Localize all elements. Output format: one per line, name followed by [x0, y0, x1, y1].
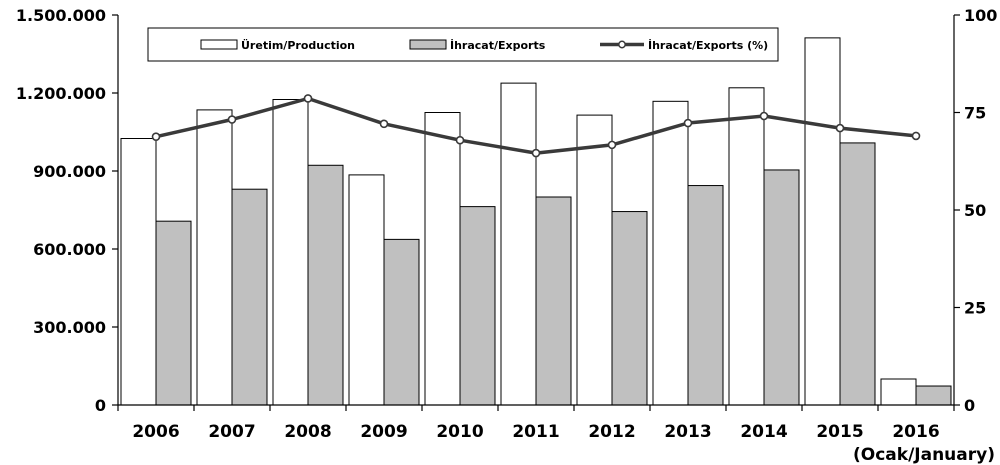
left-tick-label: 300.000 — [33, 318, 106, 337]
x-tick-label-2008: 2008 — [284, 422, 331, 442]
legend-label-exports: İhracat/Exports — [450, 38, 546, 52]
right-tick-label: 0 — [964, 396, 975, 415]
right-tick-label: 100 — [964, 6, 997, 25]
bar-exports-2011 — [535, 196, 572, 406]
bar-exports-2010 — [459, 206, 496, 406]
bar-exports-2006 — [155, 220, 192, 406]
left-tick-label: 1.500.000 — [16, 6, 106, 25]
bar-exports-2007 — [231, 188, 268, 406]
point-exports-percent-2015 — [835, 123, 845, 133]
bar-production-2014 — [728, 87, 765, 406]
left-tick-label: 900.000 — [33, 162, 106, 181]
bar-production-2010 — [424, 112, 461, 406]
bar-exports-2009 — [383, 238, 420, 406]
point-exports-percent-2010 — [455, 135, 465, 145]
right-tick-label: 50 — [964, 201, 986, 220]
bar-production-2013 — [652, 100, 689, 406]
bar-exports-2015 — [839, 142, 876, 406]
legend-swatch-exports — [409, 39, 447, 50]
point-exports-percent-2014 — [759, 111, 769, 121]
right-tick-label: 75 — [964, 104, 986, 123]
x-tick-label-2011: 2011 — [512, 422, 559, 442]
right-tick-label: 25 — [964, 299, 986, 318]
x-tick-label-2016: 2016 — [892, 422, 939, 442]
legend-label-production: Üretim/Production — [241, 38, 355, 52]
bar-exports-2012 — [611, 211, 648, 406]
point-exports-percent-2012 — [607, 140, 617, 150]
x-tick-label-2007: 2007 — [208, 422, 255, 442]
legend-marker-exports-percent — [618, 40, 626, 49]
bar-production-2015 — [804, 37, 841, 406]
x-tick-label-2014: 2014 — [740, 422, 787, 442]
legend-box — [147, 27, 779, 62]
bar-production-2006 — [120, 138, 157, 406]
x-category-note: (Ocak/January) — [853, 445, 995, 465]
left-tick-label: 600.000 — [33, 240, 106, 259]
bar-exports-2016 — [915, 385, 952, 406]
left-tick-label: 1.200.000 — [16, 84, 106, 103]
x-tick-label-2013: 2013 — [664, 422, 711, 442]
point-exports-percent-2007 — [227, 115, 237, 124]
bar-production-2012 — [576, 114, 613, 406]
point-exports-percent-2016 — [911, 131, 921, 141]
x-tick-label-2009: 2009 — [360, 422, 407, 442]
point-exports-percent-2013 — [683, 118, 693, 128]
point-exports-percent-2006 — [151, 132, 161, 141]
x-tick-label-2015: 2015 — [816, 422, 863, 442]
bar-production-2007 — [196, 109, 233, 406]
legend-label-exports-percent: İhracat/Exports (%) — [648, 38, 768, 52]
bar-production-2008 — [272, 99, 309, 406]
legend: Üretim/Production İhracat/Exports İhraca… — [147, 27, 779, 62]
bar-production-2011 — [500, 82, 537, 406]
bar-exports-2014 — [763, 169, 800, 406]
x-tick-label-2006: 2006 — [132, 422, 179, 442]
point-exports-percent-2008 — [303, 94, 313, 103]
bar-exports-2008 — [307, 164, 344, 406]
bar-production-2016 — [880, 378, 917, 406]
plot-area: 0 300.000 600.000 900.000 1.200.000 1.500.000… — [16, 6, 998, 465]
x-tick-label-2010: 2010 — [436, 422, 483, 442]
point-exports-percent-2011 — [531, 148, 541, 158]
point-exports-percent-2009 — [379, 119, 389, 129]
bar-exports-2013 — [687, 185, 724, 406]
bar-production-2009 — [348, 174, 385, 406]
legend-swatch-production — [200, 39, 238, 50]
x-tick-label-2012: 2012 — [588, 422, 635, 442]
left-tick-label: 0 — [95, 396, 106, 415]
